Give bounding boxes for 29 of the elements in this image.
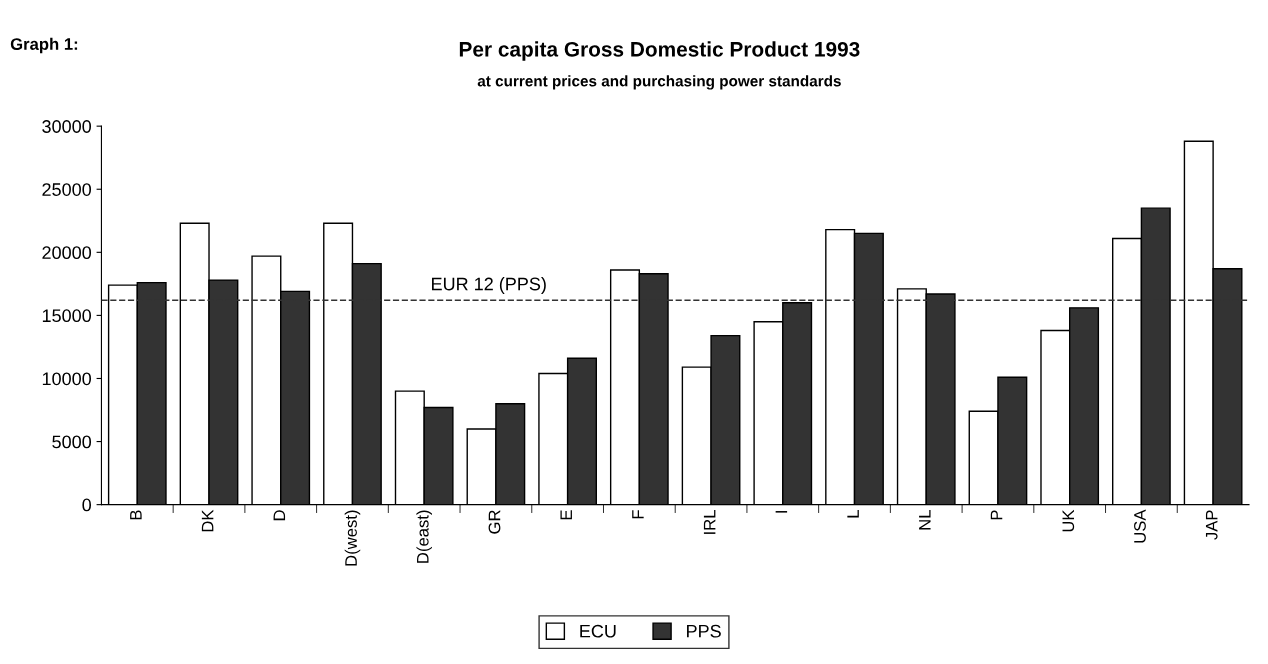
x-tick-label: B bbox=[130, 510, 142, 520]
x-tick-label: I bbox=[775, 511, 788, 513]
x-tick-label: JAP bbox=[1205, 510, 1218, 540]
x-tick-label: DK bbox=[201, 509, 214, 532]
x-tick-label: IRL bbox=[703, 510, 716, 534]
x-tick-label: UK bbox=[1062, 509, 1075, 532]
y-tick-label: 20000 bbox=[42, 246, 92, 260]
legend-label: PPS bbox=[687, 624, 721, 638]
ref-line-label: EUR 12 (PPS) bbox=[432, 277, 546, 294]
x-tick-label: D(west) bbox=[344, 510, 361, 566]
chart-subtitle: at current prices and purchasing power standards bbox=[477, 75, 841, 90]
x-tick-label: NL bbox=[919, 510, 931, 530]
x-tick-label: L bbox=[847, 510, 859, 518]
y-tick-label: 0 bbox=[82, 498, 92, 512]
x-tick-label: P bbox=[990, 510, 1003, 520]
legend-label: ECU bbox=[580, 624, 616, 638]
x-tick-label: USA bbox=[1134, 509, 1146, 543]
x-tick-label: D bbox=[273, 510, 286, 521]
y-tick-label: 5000 bbox=[52, 435, 92, 449]
y-tick-label: 30000 bbox=[42, 120, 92, 133]
y-tick-label: 25000 bbox=[42, 183, 92, 196]
y-tick-label: 10000 bbox=[42, 372, 92, 386]
x-tick-label: E bbox=[560, 510, 572, 520]
caption: Graph 1: bbox=[10, 37, 78, 54]
x-tick-label: F bbox=[632, 510, 644, 519]
x-tick-label: D(east) bbox=[416, 510, 432, 563]
chart-title: Per capita Gross Domestic Product 1993 bbox=[459, 41, 860, 61]
y-tick-label: 15000 bbox=[42, 309, 92, 323]
x-tick-label: GR bbox=[488, 510, 501, 534]
